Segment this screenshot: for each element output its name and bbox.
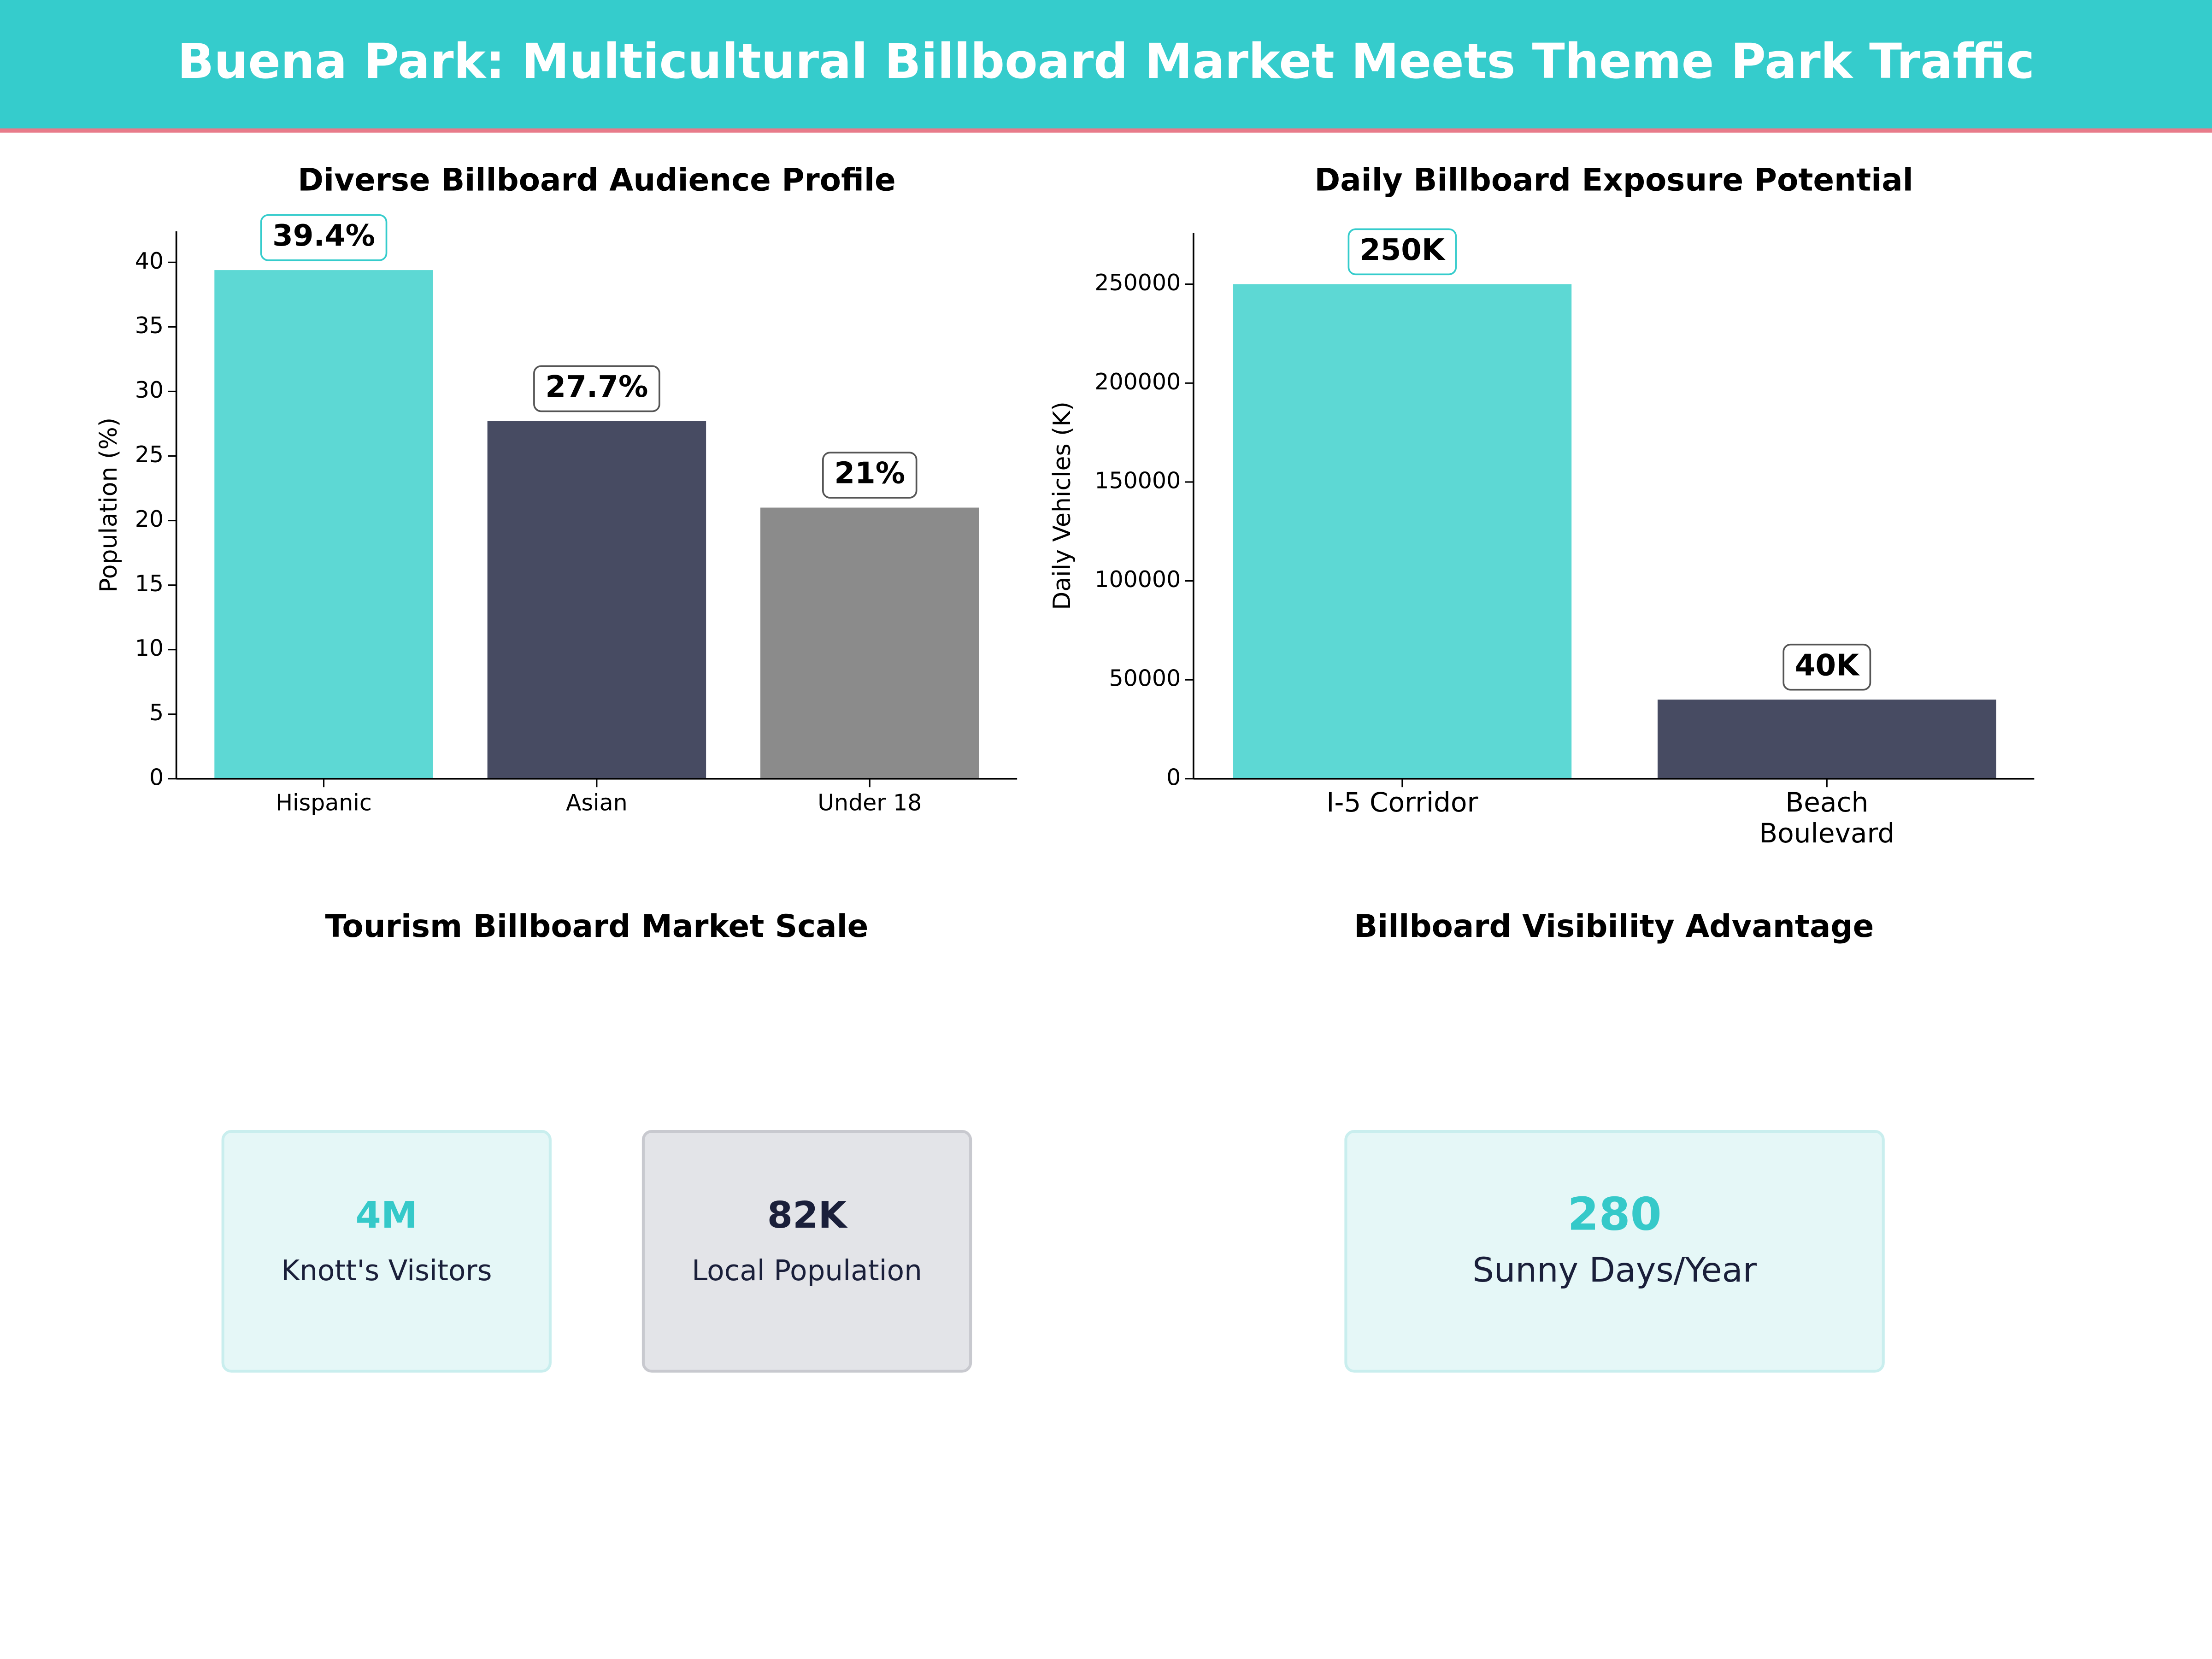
y-tick-label: 25 [135, 441, 164, 468]
bar [1233, 284, 1572, 779]
x-tick-label: Hispanic [276, 789, 372, 816]
stat-label: Knott's Visitors [281, 1254, 492, 1287]
stat-label: Sunny Days/Year [1472, 1251, 1757, 1290]
bar [1657, 700, 1996, 779]
value-label-box [533, 365, 660, 412]
bar [214, 270, 433, 779]
stat-value: 280 [1567, 1188, 1661, 1241]
y-tick-label: 250000 [1094, 270, 1181, 296]
y-tick-label: 50000 [1109, 665, 1181, 692]
y-tick-label: 30 [135, 377, 164, 403]
value-label: 250K [1360, 233, 1446, 267]
stat-card [641, 1130, 972, 1373]
y-tick-label: 0 [1166, 764, 1181, 790]
y-tick-label: 0 [149, 764, 164, 790]
x-tick-label: Asian [566, 789, 628, 816]
y-tick-label: 5 [149, 700, 164, 726]
value-label: 27.7% [545, 370, 648, 404]
value-label-box [260, 214, 388, 261]
y-axis-label: Population (%) [95, 418, 123, 593]
value-label-box [1347, 228, 1457, 276]
bar [760, 507, 979, 779]
value-label: 21% [834, 456, 905, 491]
page-title: Buena Park: Multicultural Billboard Mark… [177, 33, 2035, 89]
header [0, 0, 2212, 130]
y-axis-label: Daily Vehicles (K) [1048, 401, 1076, 610]
y-tick-label: 150000 [1094, 467, 1181, 494]
bar [487, 421, 706, 779]
x-tick-label: I-5 Corridor [1326, 787, 1478, 818]
stat-value: 4M [355, 1194, 418, 1236]
stat-card [221, 1130, 552, 1373]
chart-title: Diverse Billboard Audience Profile [298, 161, 896, 198]
y-tick-label: 20 [135, 506, 164, 532]
x-tick-label: Beach Boulevard [1759, 787, 1894, 849]
panel-title: Tourism Billboard Market Scale [325, 908, 868, 944]
panel-title: Billboard Visibility Advantage [1354, 908, 1874, 944]
value-label-box [1783, 643, 1871, 691]
y-tick-label: 35 [135, 312, 164, 339]
stat-value: 82K [767, 1194, 848, 1236]
header-rule [0, 128, 2212, 133]
x-tick-label: Under 18 [818, 789, 922, 816]
value-label: 39.4% [272, 218, 375, 253]
value-label-box [822, 452, 918, 499]
y-tick-label: 100000 [1094, 566, 1181, 593]
stat-card [1344, 1130, 1885, 1373]
value-label: 40K [1795, 648, 1860, 682]
chart-title: Daily Billboard Exposure Potential [1314, 161, 1913, 198]
y-tick-label: 200000 [1094, 369, 1181, 395]
y-tick-label: 10 [135, 635, 164, 661]
y-tick-label: 40 [135, 248, 164, 274]
stat-label: Local Population [692, 1254, 922, 1287]
y-tick-label: 15 [135, 571, 164, 597]
